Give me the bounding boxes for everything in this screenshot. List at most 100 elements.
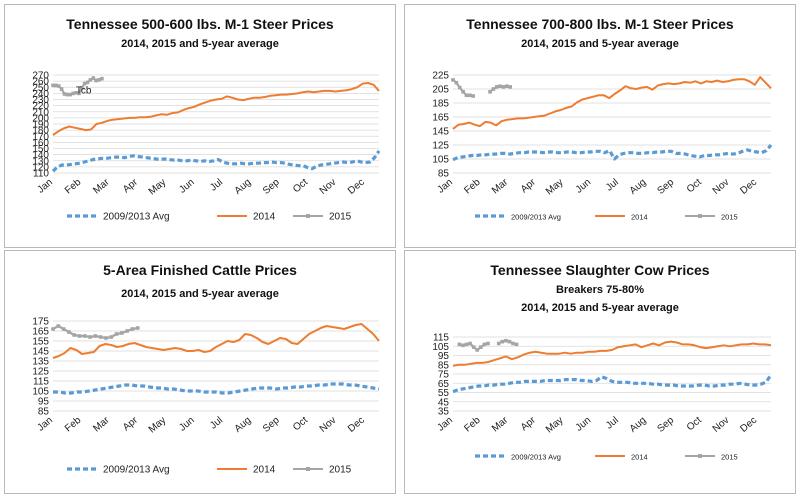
x-tick-label: Aug xyxy=(233,177,254,197)
x-tick-label: Nov xyxy=(318,177,339,197)
data-point xyxy=(464,342,469,347)
y-tick-label: 105 xyxy=(32,387,49,398)
legend-label: 2009/2013 Avg xyxy=(511,213,561,222)
data-point xyxy=(71,91,75,96)
data-point xyxy=(511,341,515,346)
y-tick-label: 35 xyxy=(438,407,450,418)
y-tick-label: 170 xyxy=(32,132,49,143)
data-point xyxy=(457,342,462,347)
data-point xyxy=(114,332,119,336)
data-point xyxy=(109,335,114,339)
y-tick-label: 240 xyxy=(32,89,49,100)
x-tick-label: Nov xyxy=(711,177,732,197)
chart-annotation: Tcb xyxy=(76,85,92,96)
data-point xyxy=(505,84,509,88)
legend-label: 2015 xyxy=(721,453,738,462)
y-tick-label: 180 xyxy=(32,126,49,137)
data-point xyxy=(104,336,108,340)
data-point xyxy=(65,92,70,97)
y-tick-label: 45 xyxy=(438,397,450,408)
data-point xyxy=(471,345,476,349)
x-tick-label: Sep xyxy=(655,177,676,197)
data-point xyxy=(74,90,78,95)
legend-label: 2009/2013 Avg xyxy=(103,465,170,476)
data-point xyxy=(100,76,104,81)
y-tick-label: 110 xyxy=(33,169,49,180)
x-tick-label: Oct xyxy=(685,415,704,434)
data-point xyxy=(507,339,512,344)
x-tick-label: Mar xyxy=(91,176,112,196)
y-tick-label: 185 xyxy=(432,99,449,110)
x-tick-label: Sep xyxy=(261,415,282,435)
legend-marker xyxy=(698,214,702,218)
y-tick-label: 250 xyxy=(32,83,49,94)
data-point xyxy=(475,348,480,352)
data-point xyxy=(454,80,459,85)
legend-marker xyxy=(698,454,702,458)
data-point xyxy=(93,334,98,338)
x-tick-label: Feb xyxy=(462,177,483,197)
data-point xyxy=(56,84,61,88)
data-point xyxy=(479,345,483,349)
y-tick-label: 140 xyxy=(32,150,49,161)
data-point xyxy=(486,341,490,346)
legend-label: 2014 xyxy=(253,212,276,223)
x-tick-label: Mar xyxy=(490,176,511,196)
series-line-2009-2013-avg xyxy=(452,373,773,394)
chart-title: Tennessee Slaughter Cow Prices xyxy=(490,262,709,278)
series-line-2009-2013-avg xyxy=(53,382,380,395)
y-tick-label: 95 xyxy=(38,397,50,408)
legend-marker xyxy=(306,467,310,471)
y-tick-label: 105 xyxy=(432,155,449,166)
x-tick-label: Sep xyxy=(655,415,676,435)
legend-label: 2009/2013 Avg xyxy=(103,212,170,223)
x-tick-label: Dec xyxy=(738,177,759,197)
data-point xyxy=(488,90,492,94)
x-tick-label: Dec xyxy=(346,415,367,435)
y-tick-label: 85 xyxy=(38,407,50,418)
data-point xyxy=(461,90,465,94)
x-tick-label: Jan xyxy=(436,415,455,434)
x-tick-label: Jul xyxy=(604,415,621,432)
y-tick-label: 145 xyxy=(432,127,449,138)
y-tick-label: 190 xyxy=(32,120,49,131)
data-point xyxy=(72,333,76,337)
x-tick-label: Jun xyxy=(177,177,196,196)
legend-label: 2015 xyxy=(721,213,738,222)
data-point xyxy=(496,341,501,346)
data-point xyxy=(501,85,506,89)
y-tick-label: 75 xyxy=(438,370,450,381)
x-tick-label: Jul xyxy=(208,177,225,194)
legend-marker xyxy=(306,214,310,218)
y-tick-label: 65 xyxy=(438,379,450,390)
legend-label: 2015 xyxy=(329,465,352,476)
data-point xyxy=(68,92,73,97)
legend-label: 2014 xyxy=(631,213,648,222)
chart-subtitle: 2014, 2015 and 5-year average xyxy=(521,38,679,50)
x-tick-label: May xyxy=(147,415,169,436)
data-point xyxy=(67,330,71,334)
x-tick-label: May xyxy=(147,177,169,198)
x-tick-label: Jul xyxy=(604,177,621,194)
x-tick-label: Aug xyxy=(628,415,649,435)
data-point xyxy=(500,339,505,344)
y-tick-label: 115 xyxy=(433,333,449,344)
chart-panel-500-600-steer: Tennessee 500-600 lbs. M-1 Steer Prices 2… xyxy=(4,4,396,248)
x-tick-label: Oct xyxy=(685,177,704,196)
data-point xyxy=(464,93,469,98)
x-tick-label: Dec xyxy=(346,177,367,197)
y-tick-label: 115 xyxy=(33,377,49,388)
legend-label: 2014 xyxy=(253,465,276,476)
x-tick-label: May xyxy=(544,177,566,198)
y-tick-label: 260 xyxy=(32,77,49,88)
x-tick-label: Apr xyxy=(519,414,539,433)
data-point xyxy=(504,338,508,343)
data-point xyxy=(125,329,129,333)
data-point xyxy=(514,342,519,347)
data-point xyxy=(468,93,472,98)
chart-slaughter-cow: Tennessee Slaughter Cow Prices Breakers 7… xyxy=(432,262,773,462)
data-point xyxy=(82,334,87,338)
x-tick-label: Sep xyxy=(261,177,282,197)
data-point xyxy=(457,85,462,90)
y-tick-label: 150 xyxy=(32,144,49,155)
